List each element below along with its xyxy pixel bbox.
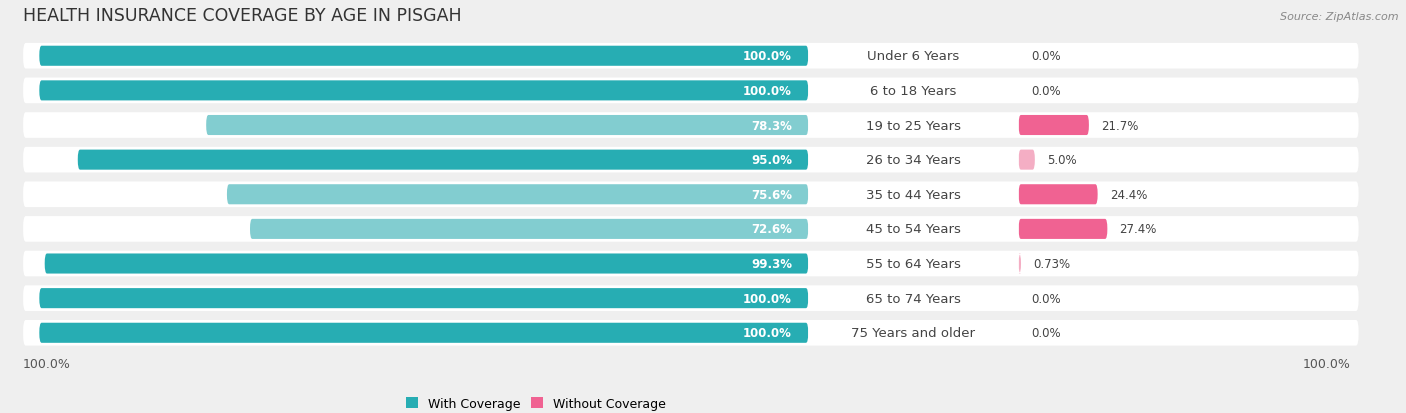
FancyBboxPatch shape [39, 81, 808, 101]
Text: 19 to 25 Years: 19 to 25 Years [866, 119, 960, 132]
Text: 75.6%: 75.6% [751, 188, 792, 201]
Text: 27.4%: 27.4% [1119, 223, 1157, 236]
Text: 45 to 54 Years: 45 to 54 Years [866, 223, 960, 236]
FancyBboxPatch shape [1019, 150, 1035, 170]
Text: 55 to 64 Years: 55 to 64 Years [866, 257, 960, 271]
Text: 100.0%: 100.0% [744, 327, 792, 339]
FancyBboxPatch shape [39, 47, 808, 66]
FancyBboxPatch shape [808, 323, 1019, 343]
FancyBboxPatch shape [1019, 254, 1021, 274]
FancyBboxPatch shape [1019, 116, 1088, 136]
Text: 0.73%: 0.73% [1033, 257, 1070, 271]
Text: 72.6%: 72.6% [751, 223, 792, 236]
FancyBboxPatch shape [22, 44, 1358, 69]
Text: 26 to 34 Years: 26 to 34 Years [866, 154, 960, 167]
Text: 65 to 74 Years: 65 to 74 Years [866, 292, 960, 305]
FancyBboxPatch shape [808, 116, 1019, 136]
FancyBboxPatch shape [39, 288, 808, 309]
FancyBboxPatch shape [45, 254, 808, 274]
Text: 100.0%: 100.0% [22, 357, 72, 370]
FancyBboxPatch shape [1019, 219, 1108, 240]
FancyBboxPatch shape [808, 150, 1019, 170]
Text: 100.0%: 100.0% [744, 292, 792, 305]
Text: HEALTH INSURANCE COVERAGE BY AGE IN PISGAH: HEALTH INSURANCE COVERAGE BY AGE IN PISG… [22, 7, 461, 25]
Text: 0.0%: 0.0% [1031, 327, 1060, 339]
Text: 0.0%: 0.0% [1031, 85, 1060, 97]
Legend: With Coverage, Without Coverage: With Coverage, Without Coverage [406, 396, 666, 410]
Text: 35 to 44 Years: 35 to 44 Years [866, 188, 960, 201]
FancyBboxPatch shape [22, 113, 1358, 138]
Text: 0.0%: 0.0% [1031, 50, 1060, 63]
Text: 5.0%: 5.0% [1047, 154, 1077, 167]
FancyBboxPatch shape [207, 116, 808, 136]
Text: 21.7%: 21.7% [1101, 119, 1139, 132]
FancyBboxPatch shape [77, 150, 808, 170]
FancyBboxPatch shape [808, 47, 1019, 66]
FancyBboxPatch shape [22, 182, 1358, 208]
FancyBboxPatch shape [226, 185, 808, 205]
Text: 0.0%: 0.0% [1031, 292, 1060, 305]
Text: 100.0%: 100.0% [1302, 357, 1351, 370]
FancyBboxPatch shape [1019, 185, 1098, 205]
FancyBboxPatch shape [808, 185, 1019, 205]
FancyBboxPatch shape [808, 254, 1019, 274]
FancyBboxPatch shape [22, 251, 1358, 277]
FancyBboxPatch shape [22, 147, 1358, 173]
FancyBboxPatch shape [808, 219, 1019, 240]
Text: 24.4%: 24.4% [1109, 188, 1147, 201]
Text: 100.0%: 100.0% [744, 85, 792, 97]
Text: Under 6 Years: Under 6 Years [868, 50, 959, 63]
FancyBboxPatch shape [808, 81, 1019, 101]
Text: 95.0%: 95.0% [751, 154, 792, 167]
FancyBboxPatch shape [250, 219, 808, 240]
Text: Source: ZipAtlas.com: Source: ZipAtlas.com [1281, 12, 1399, 22]
Text: 99.3%: 99.3% [751, 257, 792, 271]
Text: 6 to 18 Years: 6 to 18 Years [870, 85, 956, 97]
Text: 78.3%: 78.3% [751, 119, 792, 132]
FancyBboxPatch shape [22, 78, 1358, 104]
Text: 100.0%: 100.0% [744, 50, 792, 63]
FancyBboxPatch shape [22, 320, 1358, 346]
FancyBboxPatch shape [22, 286, 1358, 311]
Text: 75 Years and older: 75 Years and older [852, 327, 976, 339]
FancyBboxPatch shape [808, 288, 1019, 309]
FancyBboxPatch shape [39, 323, 808, 343]
FancyBboxPatch shape [22, 216, 1358, 242]
